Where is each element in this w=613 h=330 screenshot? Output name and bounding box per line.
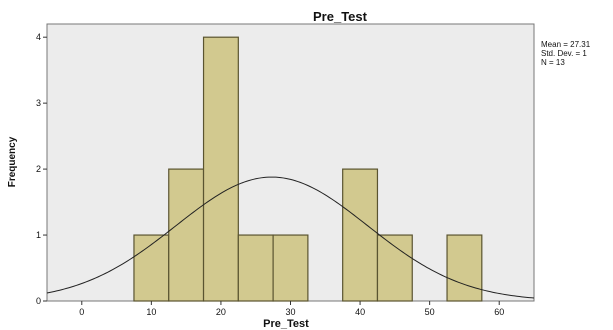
x-axis-title: Pre_Test [263,318,309,330]
stats-line-1: Mean = 27.31 [541,40,591,49]
x-tick-label-30: 30 [285,307,295,317]
histogram-bar-2 [168,168,205,302]
bars-group [133,36,483,302]
histogram-bar-5 [272,234,309,302]
y-tick-label-0: 0 [36,296,41,306]
histogram-bar-8 [446,234,483,302]
stats-line-2: Std. Dev. = 1 [541,49,587,58]
histogram-bar-4 [237,234,274,302]
x-tick-label-50: 50 [425,307,435,317]
x-axis-ticks: 0 10 20 30 40 50 60 [79,301,504,317]
normal-curve [46,176,535,299]
y-tick-label-2: 2 [36,164,41,174]
x-tick-label-40: 40 [355,307,365,317]
x-tick-label-20: 20 [216,307,226,317]
histogram-bar-7 [376,234,413,302]
x-tick-label-60: 60 [494,307,504,317]
y-axis-ticks: 0 1 2 3 4 [36,32,47,306]
y-tick-label-4: 4 [36,32,41,42]
stats-line-3: N = 13 [541,58,565,67]
histogram-bar-6 [342,168,379,302]
y-tick-label-3: 3 [36,98,41,108]
x-tick-label-10: 10 [146,307,156,317]
y-axis-title: Frequency [7,136,18,187]
x-tick-label-0: 0 [79,307,84,317]
histogram-bar-1 [133,234,170,302]
y-tick-label-1: 1 [36,230,41,240]
histogram-bar-3 [202,36,239,302]
chart-title: Pre_Test [313,9,368,24]
